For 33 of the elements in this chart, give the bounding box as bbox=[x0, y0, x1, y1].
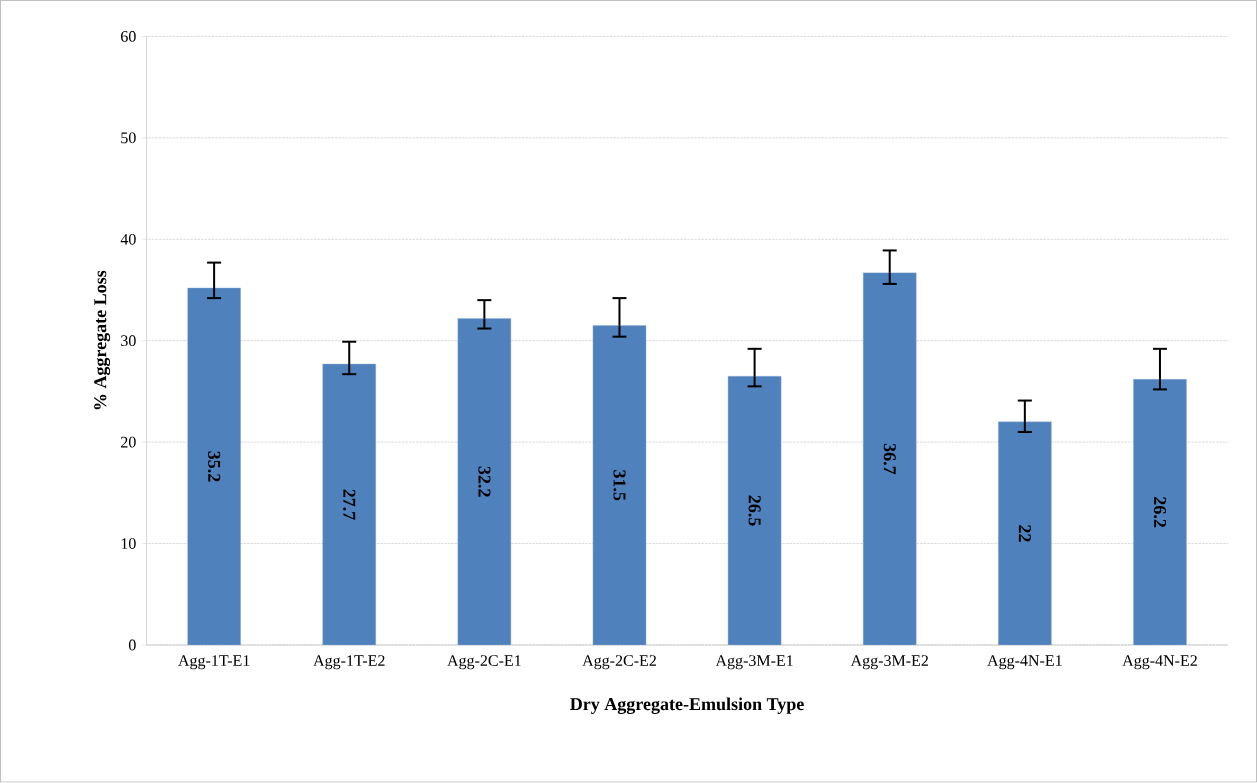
y-tick-label: 50 bbox=[121, 132, 136, 144]
data-label: 36.7 bbox=[883, 444, 896, 475]
y-tick-label: 10 bbox=[121, 538, 136, 550]
data-label: 32.2 bbox=[478, 466, 491, 497]
bar bbox=[457, 318, 512, 646]
x-tick-label: Agg-2C-E2 bbox=[582, 655, 656, 670]
x-tick-label: Agg-1T-E1 bbox=[178, 655, 250, 670]
bar bbox=[187, 288, 241, 646]
y-tick-label: 30 bbox=[121, 335, 136, 347]
x-tick-label: Agg-1T-E2 bbox=[313, 655, 385, 670]
bar bbox=[727, 376, 782, 646]
data-label: 22 bbox=[1018, 525, 1031, 542]
y-tick-label: 60 bbox=[121, 31, 136, 43]
bar bbox=[322, 364, 376, 646]
y-tick-label: 0 bbox=[128, 639, 136, 651]
x-axis-title: Dry Aggregate-Emulsion Type bbox=[570, 697, 804, 715]
data-label: 35.2 bbox=[208, 451, 221, 482]
data-label: 26.2 bbox=[1153, 497, 1167, 528]
data-label: 26.5 bbox=[748, 495, 761, 526]
bar bbox=[862, 272, 917, 646]
y-tick-label: 40 bbox=[120, 234, 136, 245]
x-tick-label: Agg-2C-E1 bbox=[447, 655, 521, 670]
x-tick-label: Agg-4N-E1 bbox=[987, 655, 1062, 670]
y-axis-title: % Aggregate Loss bbox=[94, 271, 111, 410]
bar bbox=[592, 325, 647, 646]
y-tick-label: 20 bbox=[121, 436, 136, 448]
bar bbox=[998, 421, 1052, 646]
x-tick-label: Agg-3M-E1 bbox=[715, 655, 793, 670]
bar bbox=[1133, 379, 1187, 646]
data-label: 31.5 bbox=[613, 470, 626, 501]
data-label: 27.7 bbox=[343, 489, 356, 521]
x-tick-label: Agg-4N-E2 bbox=[1122, 655, 1197, 670]
x-tick-label: Agg-3M-E2 bbox=[850, 655, 928, 670]
